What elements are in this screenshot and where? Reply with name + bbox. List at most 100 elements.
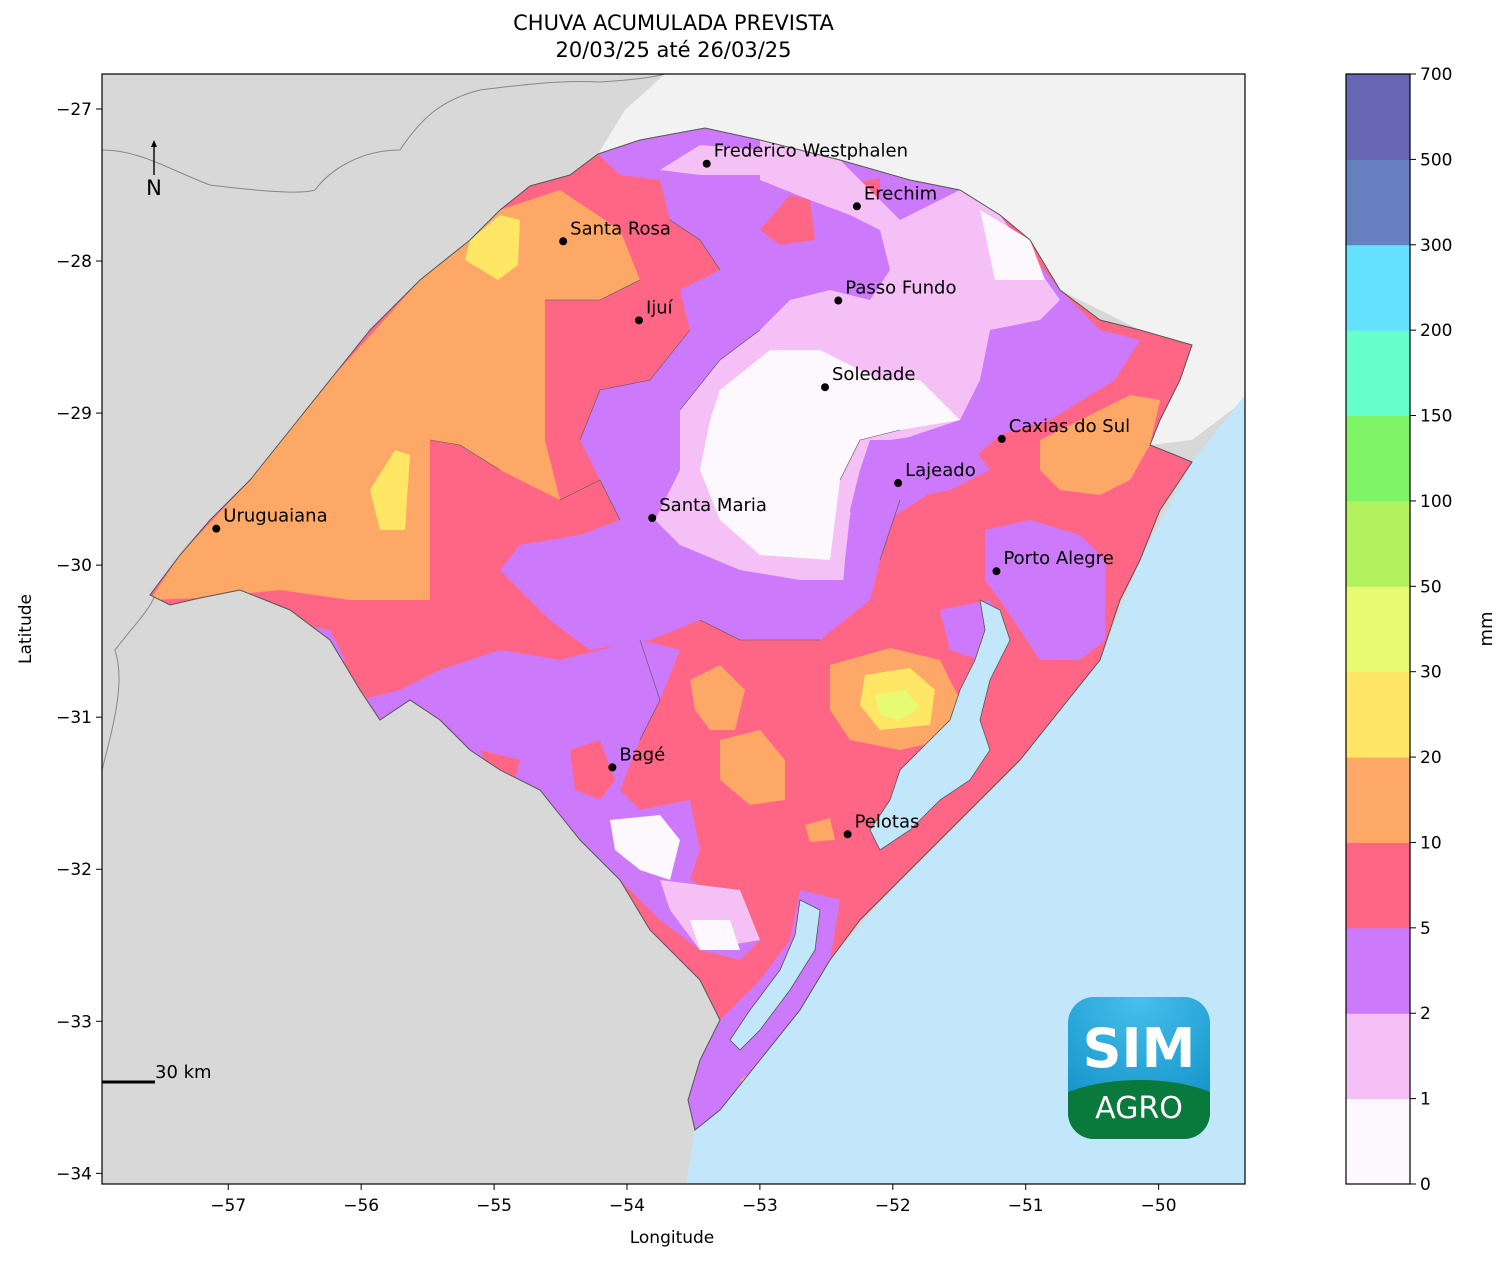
logo-green-band: [1068, 1080, 1210, 1139]
colorbar-segment: [1346, 74, 1410, 160]
colorbar-tick-label: 150: [1420, 407, 1452, 427]
city-dot: [894, 479, 903, 488]
colorbar-segment: [1346, 842, 1410, 929]
city-dot: [843, 830, 852, 839]
colorbar-segment: [1346, 1098, 1410, 1185]
colorbar: 0 1 2 5 10 20 30 50 100 150 200 300 500 700: [1345, 65, 1452, 1195]
city-label: Pelotas: [855, 811, 920, 832]
city-marker: Lajeado: [894, 460, 976, 488]
y-axis-label: Latitude: [16, 594, 36, 664]
colorbar-frame: [1345, 73, 1411, 1185]
sim-agro-logo: SIM AGRO: [1068, 997, 1210, 1139]
city-dot: [648, 514, 657, 522]
city-label: Bagé: [619, 744, 665, 765]
logo-text-sim: SIM: [1083, 1017, 1196, 1080]
north-arrow-icon: [151, 140, 157, 147]
city-dot: [834, 296, 843, 305]
colorbar-segment: [1346, 415, 1410, 502]
uruguay-border: [102, 594, 156, 771]
city-label: Porto Alegre: [1003, 548, 1113, 569]
x-tick-label: −50: [1141, 1196, 1177, 1216]
colorbar-segment: [1346, 159, 1410, 246]
colorbar-tick-label: 50: [1420, 577, 1442, 597]
city-label: Lajeado: [905, 460, 976, 481]
y-tick-label: −32: [56, 860, 92, 880]
city-dot: [992, 567, 1001, 576]
axis-ticks: −57 −56 −55 −54 −53 −52 −51 −50 −27 −28 −29 −30 −31 −…: [56, 100, 1176, 1216]
colorbar-tick-label: 700: [1420, 65, 1452, 85]
x-tick-label: −55: [476, 1196, 512, 1216]
colorbar-segment: [1346, 586, 1410, 673]
x-tick-label: −57: [210, 1196, 246, 1216]
map-title-block: CHUVA ACUMULADA PREVISTA 20/03/25 até 26…: [102, 10, 1245, 64]
colorbar-segment: [1346, 671, 1410, 758]
north-arrow-label: N: [146, 176, 162, 200]
city-label: Frederico Westphalen: [714, 141, 908, 162]
city-label: Santa Rosa: [570, 218, 671, 239]
y-tick-label: −28: [56, 252, 92, 272]
map-title: CHUVA ACUMULADA PREVISTA: [513, 11, 834, 35]
city-marker: Passo Fundo: [834, 278, 957, 305]
colorbar-segment: [1346, 244, 1410, 331]
city-marker: Caxias do Sul: [997, 416, 1130, 443]
map-frame: [101, 73, 1246, 1185]
state-outline: [149, 127, 1193, 1131]
city-dot: [702, 159, 711, 168]
y-tick-label: −31: [56, 708, 92, 728]
city-dot: [634, 316, 643, 325]
city-marker: Pelotas: [843, 811, 920, 839]
colorbar-tick-label: 500: [1420, 150, 1452, 170]
colorbar-segment: [1346, 927, 1410, 1014]
lagoa-dos-patos: [869, 599, 1011, 851]
x-axis-label: Longitude: [630, 1228, 715, 1248]
colorbar-tick-label: 200: [1420, 321, 1452, 341]
city-marker: Erechim: [852, 183, 937, 211]
municipal-borders: [429, 219, 901, 741]
city-marker: Uruguaiana: [212, 506, 328, 533]
x-tick-label: −52: [875, 1196, 911, 1216]
map-subtitle: 20/03/25 até 26/03/25: [555, 38, 792, 62]
north-arrow: N: [146, 140, 162, 200]
city-dot: [997, 434, 1006, 443]
city-marker: Santa Rosa: [559, 218, 671, 246]
city-dot: [821, 383, 830, 392]
city-marker: Frederico Westphalen: [702, 141, 908, 168]
colorbar-segment: [1346, 1013, 1410, 1100]
colorbar-segment: [1346, 757, 1410, 843]
y-tick-label: −29: [56, 404, 92, 424]
city-marker: Santa Maria: [648, 495, 767, 522]
colorbar-tick-label: 2: [1420, 1004, 1431, 1024]
y-tick-label: −34: [56, 1164, 92, 1184]
city-label: Uruguaiana: [223, 506, 327, 527]
colorbar-tick-label: 10: [1420, 833, 1442, 853]
colorbar-tick-label: 5: [1420, 919, 1431, 939]
colorbar-segment: [1346, 500, 1410, 587]
x-tick-label: −54: [609, 1196, 645, 1216]
x-tick-label: −56: [343, 1196, 379, 1216]
x-tick-label: −51: [1008, 1196, 1044, 1216]
y-tick-label: −30: [56, 556, 92, 576]
colorbar-tick-label: 100: [1420, 492, 1452, 512]
colorbar-tick-label: 1: [1420, 1090, 1431, 1110]
ocean: [686, 395, 1245, 1184]
colorbar-label: mm: [1476, 611, 1497, 646]
y-tick-label: −33: [56, 1012, 92, 1032]
city-label: Erechim: [864, 183, 937, 204]
city-label: Soledade: [832, 364, 915, 385]
colorbar-tick-label: 300: [1420, 236, 1452, 256]
city-marker: Soledade: [821, 364, 915, 392]
colorbar-tick-label: 20: [1420, 748, 1442, 768]
city-dot: [212, 524, 221, 533]
colorbar-tick-label: 0: [1420, 1175, 1431, 1195]
city-dot: [852, 202, 861, 211]
logo-text-agro: AGRO: [1095, 1091, 1183, 1126]
city-marker: Ijuí: [634, 297, 674, 325]
city-marker: Porto Alegre: [992, 548, 1114, 576]
scale-bar-label: 30 km: [155, 1062, 212, 1083]
colorbar-tick-label: 30: [1420, 663, 1442, 683]
scale-bar: 30 km: [102, 1062, 212, 1084]
city-label: Passo Fundo: [845, 278, 956, 299]
lagoa-mirim: [729, 899, 821, 1051]
city-label: Ijuí: [646, 297, 674, 318]
